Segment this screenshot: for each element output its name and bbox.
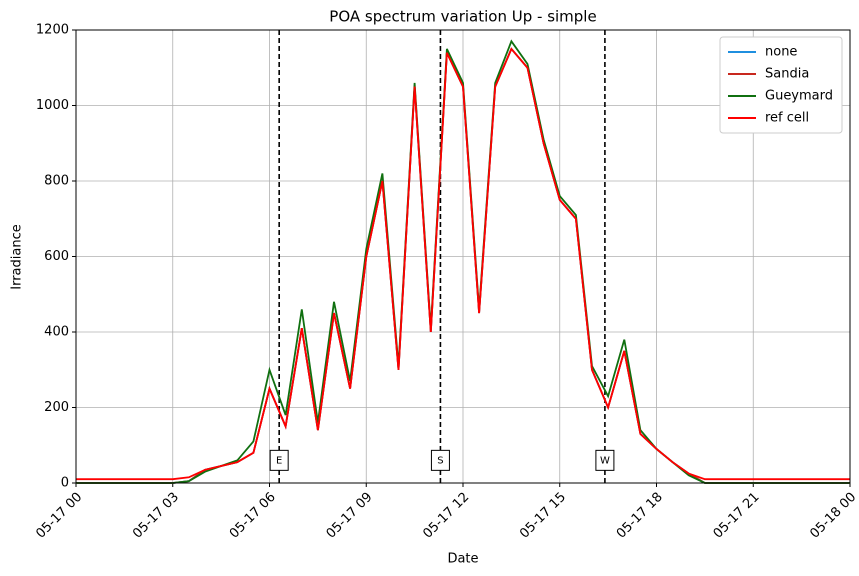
y-tick-label: 800 [44, 174, 69, 189]
x-tick-label: 05-17 12 [420, 490, 472, 542]
y-tick-label: 1200 [36, 23, 69, 38]
annotation-box [595, 449, 615, 471]
legend-label: ref cell [765, 111, 809, 126]
chart-title: POA spectrum variation Up - simple [329, 8, 596, 26]
y-tick-label: 600 [44, 249, 69, 264]
y-tick-label: 400 [44, 325, 69, 340]
legend-label: none [765, 45, 797, 60]
x-tick-label: 05-17 00 [33, 490, 85, 542]
annotation-label: E [276, 455, 282, 466]
x-tick-label: 05-17 21 [711, 490, 763, 542]
y-axis-label: Irradiance [10, 224, 25, 289]
legend-box [719, 36, 843, 134]
x-tick-label: 05-17 15 [517, 490, 569, 542]
y-tick-label: 200 [44, 400, 69, 415]
legend: none Sandia Gueymard ref cell [719, 36, 843, 134]
annotation-box [430, 449, 450, 471]
y-tick-label: 1000 [36, 98, 69, 113]
x-tick-label: 05-17 09 [324, 490, 376, 542]
x-tick-label: 05-17 06 [227, 490, 279, 542]
series-line [76, 47, 850, 481]
annotation-label: S [437, 455, 443, 466]
annotation-box [269, 449, 289, 471]
annotation-label: W [600, 455, 610, 466]
legend-label: Sandia [765, 67, 809, 82]
plot-frame [75, 29, 851, 484]
y-tick-label: 0 [61, 476, 69, 491]
x-tick-label: 05-17 18 [614, 490, 666, 542]
legend-label: Gueymard [765, 89, 833, 104]
x-axis-label: Date [447, 552, 478, 567]
x-tick-label: 05-18 00 [807, 490, 859, 542]
x-tick-label: 05-17 03 [130, 490, 182, 542]
